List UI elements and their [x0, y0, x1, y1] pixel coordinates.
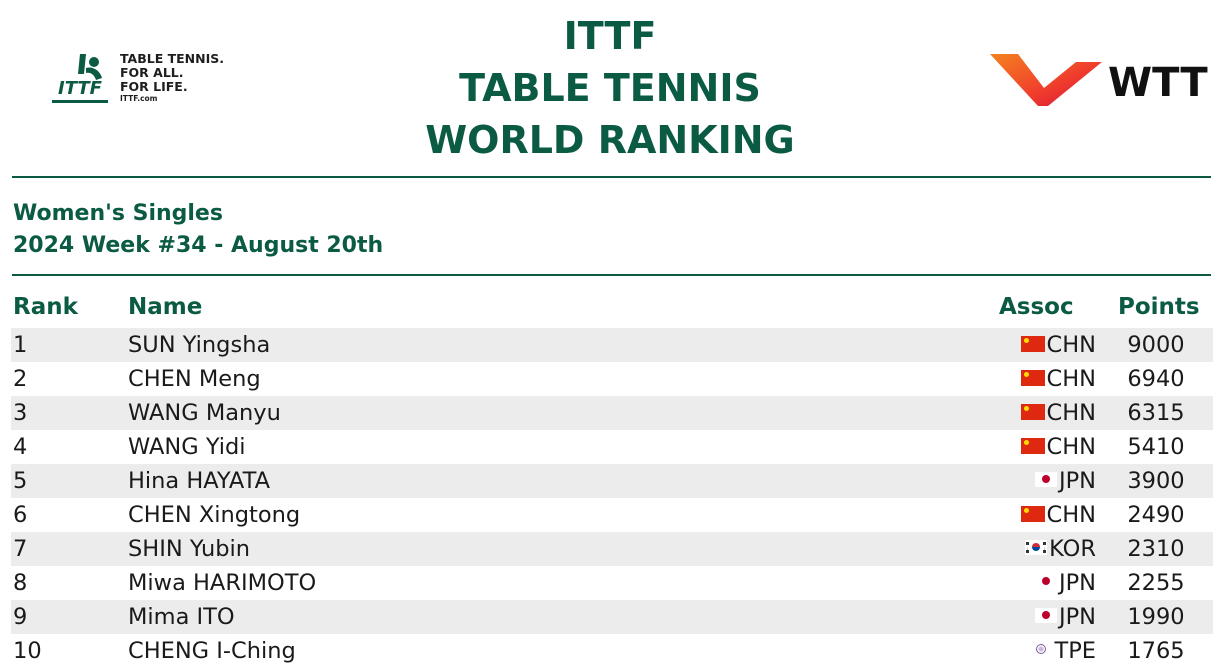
row-name: CHEN Meng	[128, 366, 261, 392]
row-assoc: KOR	[996, 532, 1096, 566]
row-assoc: CHN	[996, 430, 1096, 464]
row-name: CHENG I-Ching	[128, 638, 296, 664]
ittf-logo-line3: FOR LIFE.	[120, 79, 188, 94]
table-row: 10 CHENG I-Ching TPE 1765	[11, 634, 1213, 668]
row-rank: 7	[13, 536, 28, 562]
row-points: 1990	[1127, 604, 1185, 630]
ittf-logo-line2: FOR ALL.	[120, 65, 184, 80]
row-rank: 5	[13, 468, 28, 494]
row-assoc-code: JPN	[1058, 570, 1096, 596]
row-points: 2310	[1127, 536, 1185, 562]
row-assoc: CHN	[996, 396, 1096, 430]
row-name: Miwa HARIMOTO	[128, 570, 317, 596]
chinese-taipei-flag-icon	[1030, 642, 1053, 657]
table-row: 1 SUN Yingsha CHN 9000	[11, 328, 1213, 362]
table-header: Rank Name Assoc Points	[11, 292, 1213, 328]
table-row: 2 CHEN Meng CHN 6940	[11, 362, 1213, 396]
table-row: 8 Miwa HARIMOTO JPN 2255	[11, 566, 1213, 600]
china-flag-icon	[1020, 369, 1045, 386]
header-assoc: Assoc	[999, 294, 1074, 320]
china-flag-icon	[1020, 505, 1045, 522]
row-assoc-code: KOR	[1049, 536, 1096, 562]
header-rank: Rank	[13, 294, 78, 320]
divider-bottom	[12, 274, 1211, 276]
wtt-logo: WTT	[990, 54, 1208, 106]
row-assoc: JPN	[996, 464, 1096, 498]
header-points: Points	[1118, 294, 1200, 320]
page-title: ITTF TABLE TENNIS WORLD RANKING	[360, 10, 860, 166]
page-title-line1: ITTF	[563, 14, 657, 58]
row-name: WANG Manyu	[128, 400, 281, 426]
table-row: 6 CHEN Xingtong CHN 2490	[11, 498, 1213, 532]
row-rank: 8	[13, 570, 28, 596]
row-assoc-code: CHN	[1046, 400, 1096, 426]
row-rank: 9	[13, 604, 28, 630]
row-rank: 1	[13, 332, 28, 358]
ittf-logo-line1: TABLE TENNIS.	[120, 51, 225, 66]
row-rank: 3	[13, 400, 28, 426]
row-points: 3900	[1127, 468, 1185, 494]
table-row: 9 Mima ITO JPN 1990	[11, 600, 1213, 634]
row-rank: 2	[13, 366, 28, 392]
row-name: Mima ITO	[128, 604, 235, 630]
row-assoc-code: JPN	[1058, 468, 1096, 494]
wtt-logo-mark-icon	[990, 54, 1102, 106]
ranking-subtitle: Women's Singles 2024 Week #34 - August 2…	[13, 198, 383, 262]
row-assoc: TPE	[996, 634, 1096, 668]
row-name: WANG Yidi	[128, 434, 246, 460]
china-flag-icon	[1020, 335, 1045, 352]
row-assoc-code: CHN	[1046, 502, 1096, 528]
row-assoc: JPN	[996, 600, 1096, 634]
page-header: ITTF TABLE TENNIS. FOR ALL. FOR LIFE. IT…	[0, 0, 1221, 170]
header-name: Name	[128, 294, 203, 320]
row-assoc-code: CHN	[1046, 366, 1096, 392]
table-row: 5 Hina HAYATA JPN 3900	[11, 464, 1213, 498]
china-flag-icon	[1020, 437, 1045, 454]
table-row: 7 SHIN Yubin KOR 2310	[11, 532, 1213, 566]
ittf-logo-mark-icon: ITTF	[52, 54, 108, 103]
row-assoc-code: TPE	[1054, 638, 1096, 664]
ranking-table: Rank Name Assoc Points 1 SUN Yingsha CHN…	[11, 292, 1213, 668]
row-assoc-code: JPN	[1058, 604, 1096, 630]
row-assoc: CHN	[996, 362, 1096, 396]
week-title: 2024 Week #34 - August 20th	[13, 233, 384, 258]
event-title: Women's Singles	[13, 201, 223, 226]
row-points: 5410	[1127, 434, 1185, 460]
ittf-logo-mark-text: ITTF	[58, 78, 103, 99]
row-points: 2255	[1127, 570, 1185, 596]
row-name: Hina HAYATA	[128, 468, 270, 494]
ittf-logo: ITTF TABLE TENNIS. FOR ALL. FOR LIFE. IT…	[50, 46, 250, 108]
row-name: SUN Yingsha	[128, 332, 271, 358]
row-points: 2490	[1127, 502, 1185, 528]
row-points: 6940	[1127, 366, 1185, 392]
table-row: 4 WANG Yidi CHN 5410	[11, 430, 1213, 464]
ittf-logo-url: ITTF.com	[120, 94, 158, 103]
row-assoc-code: CHN	[1046, 332, 1096, 358]
row-rank: 4	[13, 434, 28, 460]
japan-flag-icon	[1034, 608, 1057, 623]
row-name: CHEN Xingtong	[128, 502, 301, 528]
row-assoc: CHN	[996, 328, 1096, 362]
divider-top	[12, 176, 1211, 178]
row-assoc-code: CHN	[1046, 434, 1096, 460]
row-rank: 10	[13, 638, 42, 664]
ittf-logo-text: TABLE TENNIS. FOR ALL. FOR LIFE. ITTF.co…	[120, 52, 224, 104]
row-points: 1765	[1127, 638, 1185, 664]
korea-flag-icon	[1025, 540, 1048, 555]
japan-flag-icon	[1034, 472, 1057, 487]
page-title-line2: TABLE TENNIS	[459, 66, 761, 110]
row-points: 9000	[1127, 332, 1185, 358]
japan-flag-icon	[1034, 574, 1057, 589]
page-title-line3: WORLD RANKING	[425, 118, 795, 162]
row-rank: 6	[13, 502, 28, 528]
row-assoc: JPN	[996, 566, 1096, 600]
row-assoc: CHN	[996, 498, 1096, 532]
china-flag-icon	[1020, 403, 1045, 420]
row-name: SHIN Yubin	[128, 536, 251, 562]
wtt-logo-text: WTT	[1108, 60, 1208, 106]
row-points: 6315	[1127, 400, 1185, 426]
table-row: 3 WANG Manyu CHN 6315	[11, 396, 1213, 430]
